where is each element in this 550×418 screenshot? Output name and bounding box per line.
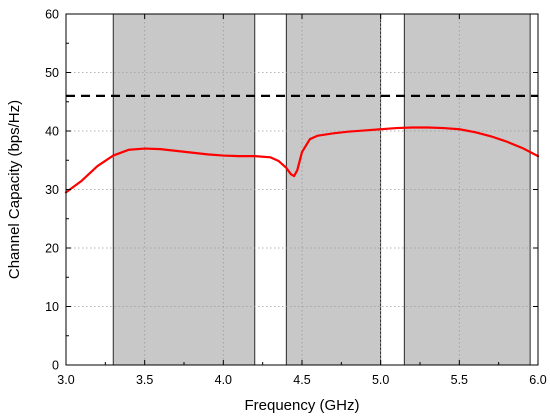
y-tick-label: 20 xyxy=(45,242,59,256)
y-tick-label: 10 xyxy=(45,300,59,314)
x-tick-label: 4.5 xyxy=(293,373,310,387)
y-axis-title: Channel Capacity (bps/Hz) xyxy=(6,100,23,279)
x-axis: 3.0 3.5 4.0 4.5 5.0 5.5 6.0 xyxy=(57,14,547,387)
y-tick-label: 60 xyxy=(45,8,59,22)
grid-lines xyxy=(66,14,538,365)
x-tick-label: 3.0 xyxy=(57,373,74,387)
y-tick-label: 40 xyxy=(45,125,59,139)
y-tick-label: 0 xyxy=(52,359,59,373)
x-tick-label: 6.0 xyxy=(529,373,546,387)
capacity-curve xyxy=(64,126,540,194)
x-tick-label: 5.5 xyxy=(451,373,468,387)
shaded-bands xyxy=(112,13,531,366)
y-tick-label: 30 xyxy=(45,183,59,197)
series-layer xyxy=(64,94,540,194)
x-tick-label: 5.0 xyxy=(372,373,389,387)
x-tick-label: 3.5 xyxy=(136,373,153,387)
y-axis: 0 10 20 30 40 50 60 xyxy=(45,8,538,373)
x-axis-title: Frequency (GHz) xyxy=(244,397,359,414)
y-tick-label: 50 xyxy=(45,66,59,80)
x-tick-label: 4.0 xyxy=(215,373,232,387)
